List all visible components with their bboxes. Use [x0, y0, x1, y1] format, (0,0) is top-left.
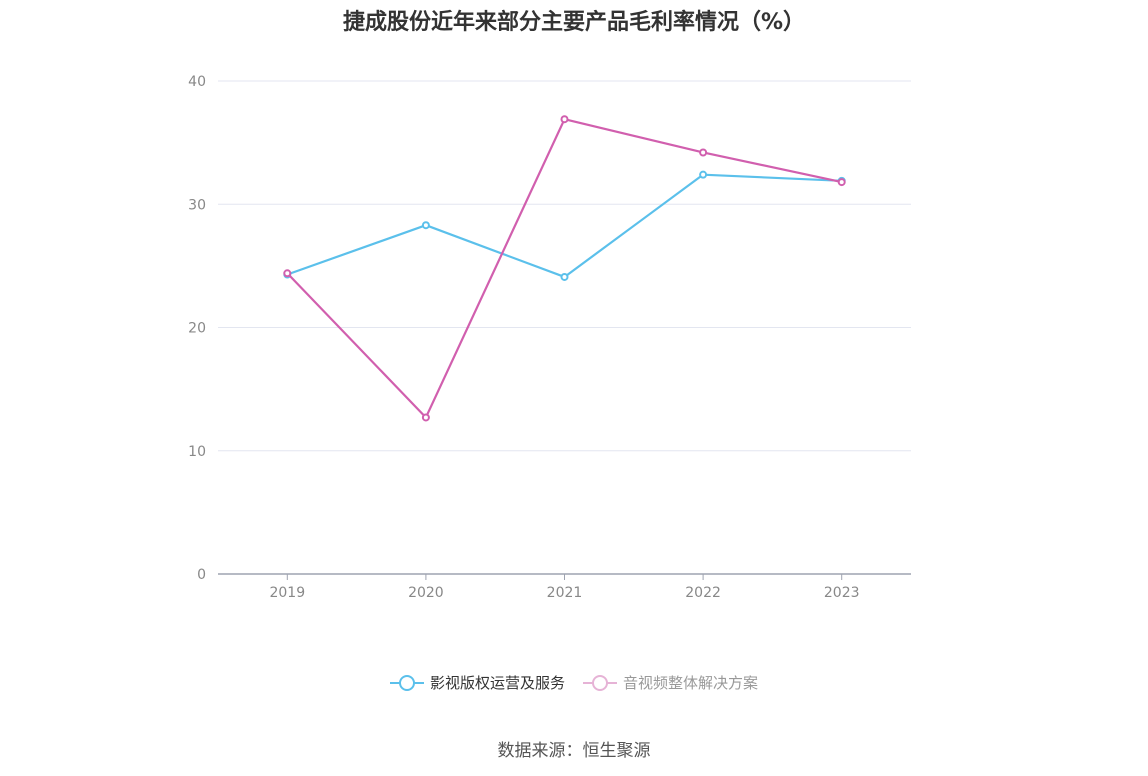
data-point: [283, 269, 292, 278]
series-line: [286, 118, 842, 419]
y-tick-label: 20: [188, 321, 206, 337]
y-tick-label: 0: [197, 567, 206, 583]
data-point: [699, 148, 708, 157]
legend-label: 音视频整体解决方案: [623, 674, 759, 692]
x-tick-label: 2023: [824, 585, 860, 601]
data-point: [421, 413, 430, 422]
line-chart: 0 10 20 30 40 2019 2020 2021 2022 2023: [188, 74, 911, 601]
data-point: [560, 115, 569, 124]
series-lines: [283, 115, 846, 422]
data-point: [421, 221, 430, 230]
legend-swatch-icon: [583, 674, 617, 691]
x-tick-label: 2022: [685, 585, 721, 601]
data-point: [837, 178, 846, 187]
data-point: [560, 272, 569, 281]
legend: 影视版权运营及服务 音视频整体解决方案: [0, 672, 1148, 693]
x-tick-label: 2020: [408, 585, 444, 601]
chart-title: 捷成股份近年来部分主要产品毛利率情况（%）: [342, 10, 806, 35]
x-tick-label: 2021: [547, 585, 583, 601]
legend-item[interactable]: 音视频整体解决方案: [583, 672, 758, 693]
legend-item[interactable]: 影视版权运营及服务: [389, 672, 565, 693]
grid-lines: [218, 80, 911, 452]
legend-label: 影视版权运营及服务: [429, 674, 565, 692]
y-tick-label: 30: [188, 197, 206, 213]
legend-swatch-icon: [389, 674, 424, 691]
data-point: [699, 170, 708, 179]
axes: 0 10 20 30 40 2019 2020 2021 2022 2023: [188, 74, 911, 601]
y-tick-label: 10: [188, 444, 206, 460]
series-line: [286, 173, 842, 279]
x-tick-label: 2019: [269, 585, 305, 601]
y-tick-label: 40: [188, 74, 206, 90]
data-source: 数据来源：恒生聚源: [497, 741, 651, 761]
